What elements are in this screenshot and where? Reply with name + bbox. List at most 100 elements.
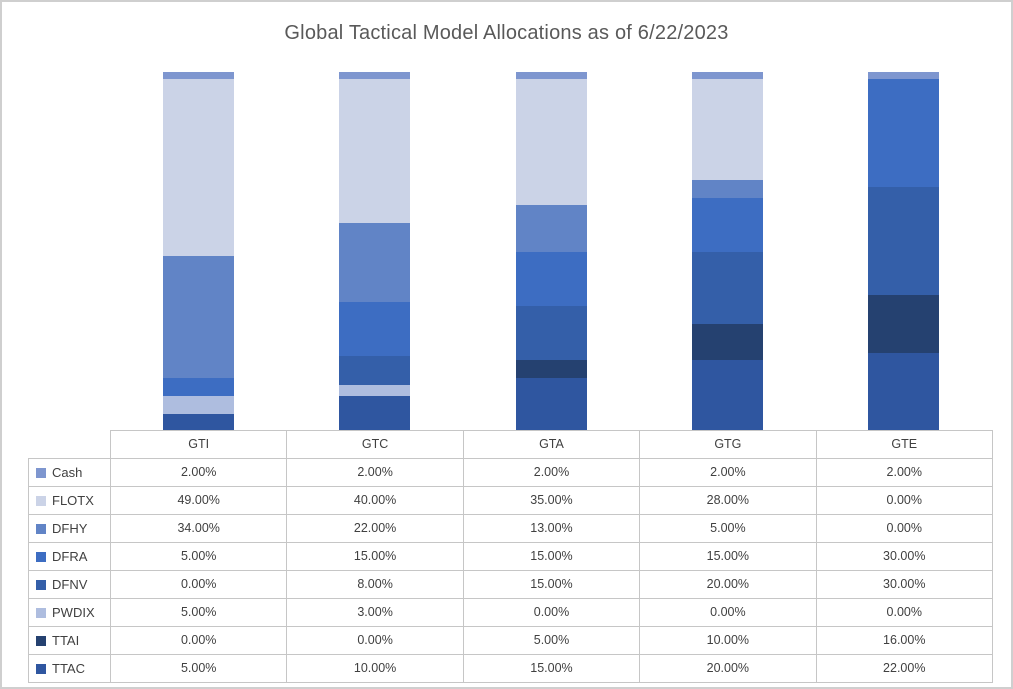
- value-cell-GTI-TTAC: 5.00%: [109, 653, 288, 683]
- series-label: DFRA: [52, 548, 88, 564]
- table-row-FLOTX: FLOTX 49.00% 40.00% 35.00% 28.00% 0.00%: [28, 485, 993, 515]
- segment-GTA-DFNV: [515, 306, 587, 360]
- column-header-GTI: GTI: [109, 430, 288, 459]
- series-swatch-icon-DFNV: [36, 579, 46, 590]
- legend-item-PWDIX: PWDIX: [28, 597, 111, 627]
- value-cell-GTG-TTAI: 10.00%: [639, 625, 817, 655]
- value-cell-GTI-DFNV: 0.00%: [109, 569, 288, 599]
- value-cell-GTE-DFRA: 30.00%: [815, 541, 993, 571]
- segment-GTA-TTAC: [515, 378, 587, 432]
- segment-GTA-FLOTX: [515, 79, 587, 206]
- table-row-TTAC: TTAC 5.00% 10.00% 15.00% 20.00% 22.00%: [28, 653, 993, 683]
- value-cell-GTE-FLOTX: 0.00%: [815, 485, 993, 515]
- value-cell-GTA-DFHY: 13.00%: [462, 513, 641, 543]
- value-cell-GTE-TTAI: 16.00%: [815, 625, 993, 655]
- value-cell-GTC-FLOTX: 40.00%: [286, 485, 464, 515]
- legend-item-TTAI: TTAI: [28, 625, 111, 655]
- bar-GTA: [515, 72, 587, 432]
- value-cell-GTE-TTAC: 22.00%: [815, 653, 993, 683]
- segment-GTA-DFHY: [515, 205, 587, 252]
- column-header-GTC: GTC: [286, 430, 464, 459]
- segment-GTE-DFRA: [868, 79, 940, 188]
- series-swatch-icon-DFRA: [36, 551, 46, 562]
- value-cell-GTG-DFHY: 5.00%: [639, 513, 817, 543]
- segment-GTE-TTAI: [868, 295, 940, 353]
- segment-GTE-Cash: [868, 72, 940, 80]
- segment-GTA-TTAI: [515, 360, 587, 378]
- series-swatch-icon-TTAI: [36, 635, 46, 646]
- value-cell-GTC-TTAC: 10.00%: [286, 653, 464, 683]
- legend-item-TTAC: TTAC: [28, 653, 111, 683]
- series-label: Cash: [52, 464, 83, 480]
- segment-GTI-TTAC: [162, 414, 234, 432]
- table-row-TTAI: TTAI 0.00% 0.00% 5.00% 10.00% 16.00%: [28, 625, 993, 655]
- column-header-GTE: GTE: [815, 430, 993, 459]
- series-label: TTAI: [52, 632, 80, 648]
- segment-GTG-DFRA: [691, 198, 763, 252]
- value-cell-GTA-Cash: 2.00%: [462, 457, 641, 487]
- value-cell-GTC-Cash: 2.00%: [286, 457, 464, 487]
- series-label: FLOTX: [52, 492, 94, 508]
- value-cell-GTE-PWDIX: 0.00%: [815, 597, 993, 627]
- value-cell-GTI-DFHY: 34.00%: [109, 513, 288, 543]
- value-cell-GTA-TTAC: 15.00%: [462, 653, 641, 683]
- value-cell-GTA-FLOTX: 35.00%: [462, 485, 641, 515]
- table-body: GTI GTC GTA GTG GTE Cash 2.00% 2.00% 2.00% 2.00% 2…: [28, 430, 993, 683]
- table-row-PWDIX: PWDIX 5.00% 3.00% 0.00% 0.00% 0.00%: [28, 597, 993, 627]
- segment-GTC-PWDIX: [339, 385, 411, 396]
- segment-GTC-Cash: [339, 72, 411, 80]
- table-row-DFRA: DFRA 5.00% 15.00% 15.00% 15.00% 30.00%: [28, 541, 993, 571]
- value-cell-GTG-Cash: 2.00%: [639, 457, 817, 487]
- segment-GTC-DFHY: [339, 223, 411, 303]
- bar-GTI: [162, 72, 234, 432]
- series-label: TTAC: [52, 660, 85, 676]
- value-cell-GTE-DFHY: 0.00%: [815, 513, 993, 543]
- segment-GTC-TTAC: [339, 396, 411, 432]
- value-cell-GTI-FLOTX: 49.00%: [109, 485, 288, 515]
- legend-item-DFRA: DFRA: [28, 541, 111, 571]
- series-label: DFNV: [52, 576, 88, 592]
- table-corner-blank: [29, 431, 111, 459]
- value-cell-GTA-PWDIX: 0.00%: [462, 597, 641, 627]
- value-cell-GTC-DFRA: 15.00%: [286, 541, 464, 571]
- segment-GTG-DFNV: [691, 252, 763, 324]
- value-cell-GTI-DFRA: 5.00%: [109, 541, 288, 571]
- segment-GTC-DFRA: [339, 302, 411, 357]
- table-row-DFHY: DFHY 34.00% 22.00% 13.00% 5.00% 0.00%: [28, 513, 993, 543]
- segment-GTC-DFNV: [339, 356, 411, 386]
- value-cell-GTC-TTAI: 0.00%: [286, 625, 464, 655]
- segment-GTI-PWDIX: [162, 396, 234, 414]
- segment-GTE-TTAC: [868, 352, 940, 432]
- allocation-table: GTI GTC GTA GTG GTE Cash 2.00% 2.00% 2.00% 2.00% 2…: [28, 430, 993, 683]
- value-cell-GTA-TTAI: 5.00%: [462, 625, 641, 655]
- segment-GTI-DFRA: [162, 378, 234, 396]
- segment-GTI-Cash: [162, 72, 234, 80]
- value-cell-GTG-DFNV: 20.00%: [639, 569, 817, 599]
- segment-GTE-DFNV: [868, 187, 940, 296]
- value-cell-GTG-FLOTX: 28.00%: [639, 485, 817, 515]
- chart-title: Global Tactical Model Allocations as of …: [284, 22, 729, 44]
- table-header-row: GTI GTC GTA GTG GTE: [29, 430, 993, 459]
- table-row-Cash: Cash 2.00% 2.00% 2.00% 2.00% 2.00%: [28, 457, 993, 487]
- value-cell-GTE-Cash: 2.00%: [815, 457, 993, 487]
- value-cell-GTG-TTAC: 20.00%: [639, 653, 817, 683]
- value-cell-GTI-PWDIX: 5.00%: [109, 597, 288, 627]
- column-header-GTG: GTG: [639, 430, 817, 459]
- segment-GTG-Cash: [691, 72, 763, 80]
- segment-GTG-TTAC: [691, 360, 763, 432]
- series-swatch-icon-FLOTX: [36, 495, 46, 506]
- bar-GTE: [868, 72, 940, 432]
- plot-area: [2, 72, 1011, 432]
- segment-GTC-FLOTX: [339, 79, 411, 224]
- segment-GTI-DFHY: [162, 255, 234, 378]
- column-header-GTA: GTA: [462, 430, 641, 459]
- legend-item-Cash: Cash: [28, 457, 111, 487]
- legend-item-DFNV: DFNV: [28, 569, 111, 599]
- segment-GTI-FLOTX: [162, 79, 234, 256]
- series-swatch-icon-Cash: [36, 467, 46, 478]
- segment-GTG-FLOTX: [691, 79, 763, 180]
- value-cell-GTG-DFRA: 15.00%: [639, 541, 817, 571]
- value-cell-GTA-DFNV: 15.00%: [462, 569, 641, 599]
- legend-item-FLOTX: FLOTX: [28, 485, 111, 515]
